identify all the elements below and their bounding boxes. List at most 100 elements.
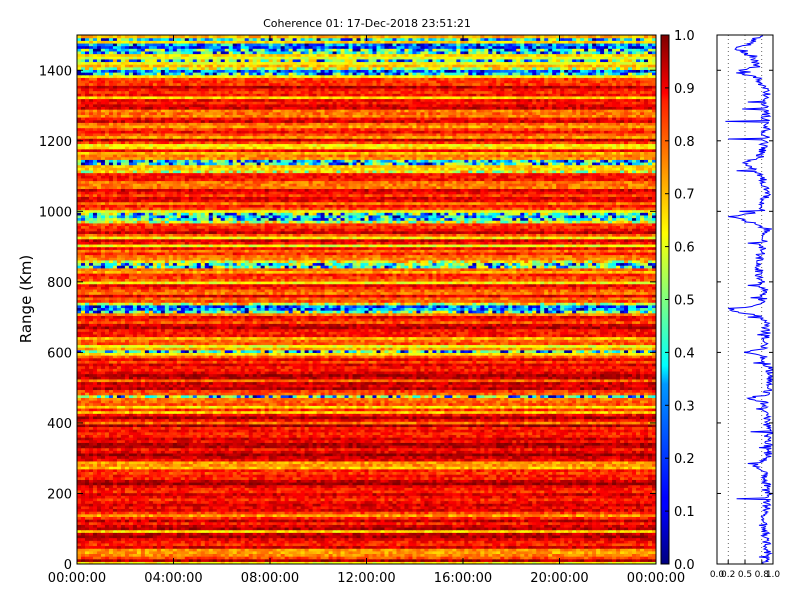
heatmap-cell — [464, 537, 469, 541]
heatmap-cell — [188, 524, 194, 528]
heatmap-cell — [308, 540, 314, 544]
heatmap-cell — [276, 526, 282, 531]
heatmap-cell — [228, 548, 234, 552]
heatmap-cell — [164, 532, 170, 536]
heatmap-cell — [212, 534, 218, 539]
heatmap-cell — [620, 561, 625, 564]
heatmap-cell — [204, 519, 210, 523]
heatmap-cell — [444, 521, 449, 525]
heatmap-cell — [596, 521, 601, 525]
heatmap-cell — [224, 526, 230, 531]
heatmap-cell — [484, 553, 489, 557]
heatmap-cell — [600, 561, 605, 564]
heatmap-cell — [444, 526, 449, 531]
heatmap-cell — [300, 548, 306, 552]
heatmap-cell — [572, 537, 577, 541]
heatmap-cell — [204, 561, 210, 564]
heatmap-cell — [464, 542, 469, 547]
heatmap-cell — [392, 548, 398, 552]
heatmap-cell — [532, 553, 537, 557]
heatmap-cell — [340, 548, 346, 552]
heatmap-cell — [420, 545, 425, 549]
heatmap-cell — [364, 542, 370, 547]
heatmap-cell — [624, 529, 629, 533]
heatmap-cell — [412, 526, 418, 531]
heatmap-cell — [264, 542, 270, 547]
heatmap-cell — [124, 548, 130, 552]
heatmap-cell — [512, 521, 517, 525]
heatmap-cell — [468, 537, 473, 541]
heatmap-cell — [460, 534, 465, 539]
heatmap-cell — [180, 542, 186, 547]
heatmap-cell — [196, 561, 202, 564]
heatmap-cell — [620, 540, 625, 544]
heatmap-cell — [604, 534, 609, 539]
heatmap-cell — [360, 537, 366, 541]
heatmap-cell — [268, 524, 274, 528]
heatmap-cell — [132, 556, 138, 560]
heatmap-cell — [156, 521, 162, 525]
heatmap-cell — [432, 524, 437, 528]
heatmap-cell — [360, 540, 366, 544]
heatmap-cell — [132, 532, 138, 536]
heatmap-cell — [544, 545, 549, 549]
heatmap-cell — [576, 553, 581, 557]
heatmap-cell — [248, 548, 254, 552]
heatmap-cell — [568, 548, 573, 552]
heatmap-cell — [388, 545, 394, 549]
heatmap-cell — [460, 537, 465, 541]
heatmap-cell — [224, 537, 230, 541]
heatmap-cell — [144, 556, 150, 560]
heatmap-cell — [604, 556, 609, 560]
heatmap-cell — [116, 553, 122, 557]
heatmap-cell — [636, 548, 641, 552]
heatmap-cell — [612, 556, 617, 560]
heatmap-cell — [448, 524, 453, 528]
heatmap-cell — [444, 558, 449, 562]
heatmap-cell — [160, 558, 166, 562]
heatmap-cell — [264, 524, 270, 528]
heatmap-cell — [364, 524, 370, 528]
heatmap-cell — [236, 553, 242, 557]
heatmap-cell — [644, 537, 649, 541]
heatmap-cell — [548, 532, 553, 536]
heatmap-cell — [100, 550, 106, 555]
heatmap-cell — [232, 545, 238, 549]
heatmap-cell — [488, 524, 493, 528]
heatmap-cell — [320, 537, 326, 541]
heatmap-cell — [492, 553, 497, 557]
heatmap-cell — [444, 545, 449, 549]
heatmap-cell — [92, 550, 98, 555]
heatmap-cell — [308, 526, 314, 531]
heatmap-cell — [132, 516, 138, 520]
heatmap-cell — [77, 534, 82, 539]
heatmap-cell — [260, 516, 266, 520]
heatmap-cell — [272, 524, 278, 528]
heatmap-cell — [640, 532, 645, 536]
heatmap-cell — [364, 519, 370, 523]
heatmap-cell — [304, 529, 310, 533]
heatmap-cell — [248, 558, 254, 562]
heatmap-cell — [336, 516, 342, 520]
heatmap-cell — [88, 519, 94, 523]
heatmap-cell — [260, 540, 266, 544]
heatmap-cell — [152, 553, 158, 557]
heatmap-cell — [624, 534, 629, 539]
heatmap-cell — [132, 545, 138, 549]
heatmap-cell — [192, 550, 198, 555]
heatmap-cell — [524, 540, 529, 544]
heatmap-cell — [640, 537, 645, 541]
heatmap-cell — [120, 519, 126, 523]
heatmap-cell — [412, 534, 418, 539]
heatmap-cell — [620, 548, 625, 552]
heatmap-cell — [432, 526, 437, 531]
heatmap-cell — [316, 529, 322, 533]
heatmap-cell — [148, 545, 154, 549]
heatmap-cell — [408, 553, 414, 557]
heatmap-cell — [500, 548, 505, 552]
heatmap-cell — [124, 529, 130, 533]
heatmap-cell — [200, 550, 206, 555]
heatmap-cell — [224, 548, 230, 552]
heatmap-cell — [640, 542, 645, 547]
heatmap-cell — [592, 537, 597, 541]
